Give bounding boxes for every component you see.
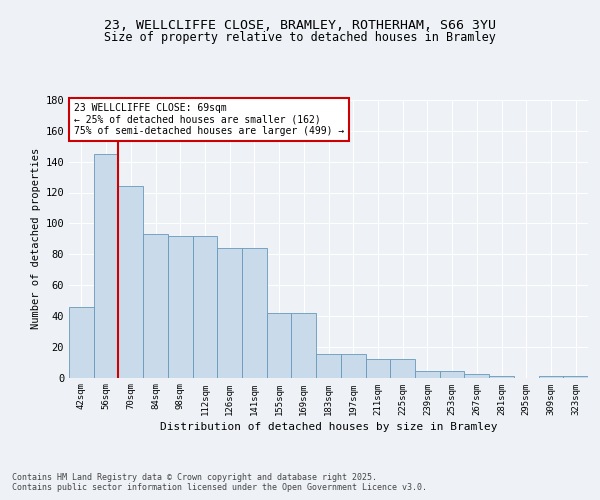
Bar [390,359,415,378]
Bar [563,376,588,378]
Text: 23, WELLCLIFFE CLOSE, BRAMLEY, ROTHERHAM, S66 3YU: 23, WELLCLIFFE CLOSE, BRAMLEY, ROTHERHAM… [104,19,496,32]
Text: Contains HM Land Registry data © Crown copyright and database right 2025.
Contai: Contains HM Land Registry data © Crown c… [12,473,427,492]
Bar [242,248,267,378]
Bar [464,374,489,378]
X-axis label: Distribution of detached houses by size in Bramley: Distribution of detached houses by size … [160,422,497,432]
Text: 23 WELLCLIFFE CLOSE: 69sqm
← 25% of detached houses are smaller (162)
75% of sem: 23 WELLCLIFFE CLOSE: 69sqm ← 25% of deta… [74,103,344,136]
Bar [69,306,94,378]
Bar [365,359,390,378]
Bar [267,313,292,378]
Bar [94,154,118,378]
Bar [292,313,316,378]
Bar [217,248,242,378]
Bar [118,186,143,378]
Y-axis label: Number of detached properties: Number of detached properties [31,148,41,330]
Bar [539,376,563,378]
Bar [193,236,217,378]
Bar [168,236,193,378]
Bar [316,354,341,378]
Text: Size of property relative to detached houses in Bramley: Size of property relative to detached ho… [104,31,496,44]
Bar [440,372,464,378]
Bar [143,234,168,378]
Bar [415,372,440,378]
Bar [341,354,365,378]
Bar [489,376,514,378]
